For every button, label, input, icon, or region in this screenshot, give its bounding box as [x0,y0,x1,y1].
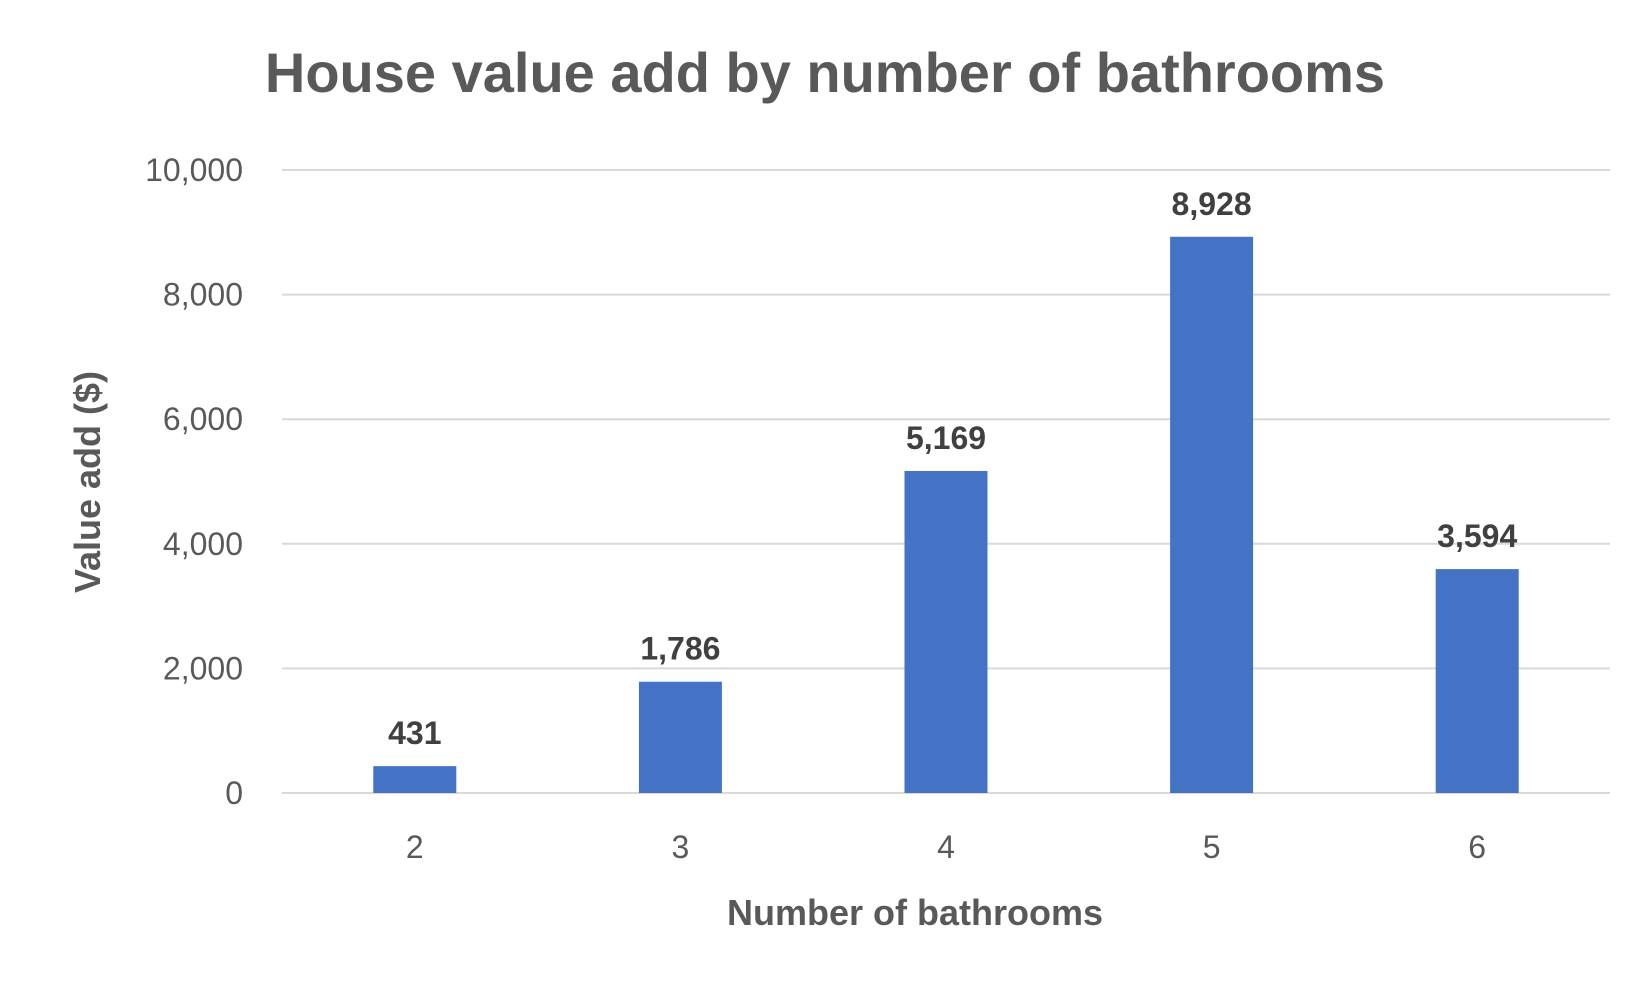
y-tick-label: 6,000 [163,401,243,437]
data-label: 431 [388,715,441,751]
x-axis-title: Number of bathrooms [727,892,1103,933]
y-tick-label: 8,000 [163,277,243,313]
x-tick-label: 3 [672,829,690,865]
y-tick-label: 10,000 [145,152,243,188]
data-label: 3,594 [1437,518,1517,554]
y-axis-title: Value add ($) [67,371,108,593]
bars [373,236,1519,794]
data-label: 8,928 [1172,186,1252,222]
x-axis-ticks: 2 3 4 5 6 [406,829,1486,865]
x-tick-label: 6 [1468,829,1486,865]
y-tick-label: 2,000 [163,650,243,686]
bar [904,470,988,793]
y-axis-ticks: 0 2,000 4,000 6,000 8,000 10,000 [145,152,243,811]
data-labels: 431 1,786 5,169 8,928 3,594 [388,186,1517,751]
bar [638,681,722,793]
data-label: 1,786 [640,631,720,667]
x-tick-label: 4 [937,829,955,865]
x-tick-label: 5 [1203,829,1221,865]
bar [373,766,457,793]
y-tick-label: 4,000 [163,526,243,562]
chart-title: House value add by number of bathrooms [265,41,1385,104]
bar [1435,569,1519,793]
x-tick-label: 2 [406,829,424,865]
bar [1170,236,1254,794]
y-tick-label: 0 [225,775,243,811]
data-label: 5,169 [906,420,986,456]
